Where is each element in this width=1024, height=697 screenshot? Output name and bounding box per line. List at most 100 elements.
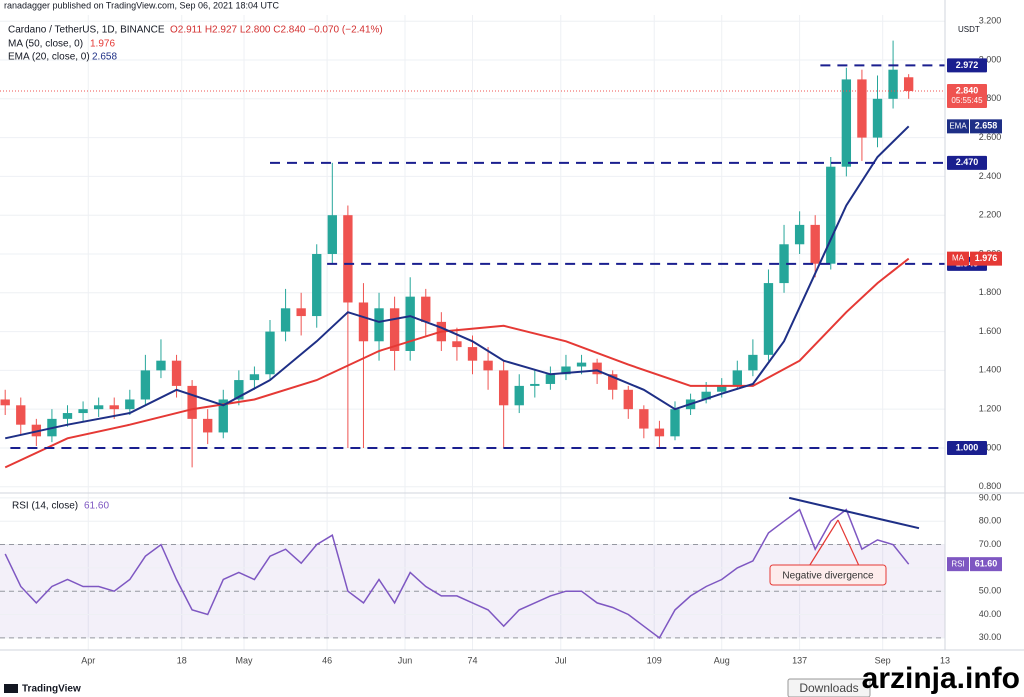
candle-body [421, 296, 431, 322]
rsi-flag: 61.60 [975, 559, 998, 569]
indicator-tag: MA [952, 254, 965, 263]
candle-body [888, 69, 898, 99]
symbol: Cardano / TetherUS, 1D, BINANCE [8, 25, 165, 36]
level-flag: 1.000 [956, 442, 979, 452]
candle-body [794, 224, 805, 245]
candle-body [249, 374, 260, 381]
downloads-button[interactable] [787, 678, 871, 697]
candle-body [16, 405, 26, 425]
y-tick-label: 70.00 [979, 539, 1002, 549]
y-tick-label: 1.800 [979, 287, 1002, 297]
trendline [788, 496, 920, 530]
candle-body [779, 244, 789, 284]
rsi-line [4, 508, 910, 640]
rsi-legend-value: 61.60 [84, 501, 109, 512]
candle-body [93, 405, 104, 410]
ema-legend: EMA (20, close, 0) [8, 52, 90, 63]
candle-body [265, 331, 275, 375]
candle-body [717, 385, 727, 392]
indicator-flag-bg [970, 119, 1002, 134]
byline: ranadagger published on TradingView.com,… [4, 0, 280, 10]
level-flag-bg [947, 155, 987, 170]
candle-body [841, 79, 852, 167]
candle-body [389, 308, 400, 351]
downloads-label[interactable]: Downloads [799, 681, 858, 695]
level-flag: 2.972 [956, 60, 979, 70]
candle-body [312, 253, 322, 317]
candle-body [623, 389, 633, 410]
candle-body [187, 385, 197, 419]
y-tick-label: 1.200 [979, 404, 1002, 414]
annotation-box [769, 564, 887, 586]
candle-body [296, 308, 306, 317]
level-flag-bg [947, 58, 987, 73]
y-tick-label: 1.000 [979, 442, 1002, 452]
candle-body [826, 166, 836, 264]
candle-body [592, 362, 602, 375]
candle-body [78, 409, 88, 414]
y-tick-label: 30.00 [979, 632, 1002, 642]
grid [0, 15, 946, 650]
rsi-flag-bg [970, 557, 1002, 572]
panes [0, 40, 945, 640]
indicator-tag-bg [947, 119, 969, 134]
candle-body [732, 370, 742, 386]
y-tick-label: 2.400 [979, 171, 1002, 181]
candle-body [701, 391, 711, 400]
x-tick-label: 18 [177, 655, 187, 665]
price-flag: 2.840 [956, 85, 979, 95]
y-tick-label: 2.800 [979, 93, 1002, 103]
watermark: arzinja.info [862, 662, 1020, 695]
x-tick-label: Sep [875, 655, 891, 665]
candle-body [576, 362, 587, 367]
ma-legend-value: 1.976 [90, 39, 115, 50]
y-tick-label: 2.200 [979, 210, 1002, 220]
candle-body [140, 370, 151, 400]
candle-body [903, 77, 914, 92]
candle-body [0, 399, 10, 406]
annotation-arrow [837, 519, 861, 569]
indicator-flag: 2.658 [975, 121, 998, 131]
x-tick-label: 109 [647, 655, 662, 665]
x-tick-label: Jun [398, 655, 413, 665]
countdown: 05:55:45 [951, 96, 983, 105]
y-tick-label: 0.800 [979, 481, 1002, 491]
candle-body [62, 413, 73, 419]
candle-body [452, 341, 462, 348]
x-tick-label: 13 [940, 655, 950, 665]
brand-logo [4, 684, 18, 693]
y-tick-label: 80.00 [979, 516, 1002, 526]
candle-body [857, 79, 867, 138]
x-tick-label: Aug [714, 655, 730, 665]
x-tick-label: Jul [555, 655, 567, 665]
y-tick-label: 2.600 [979, 132, 1002, 142]
y-tick-label: 1.400 [979, 365, 1002, 375]
rsi-legend: RSI (14, close) [12, 501, 78, 512]
rsi-tag-bg [947, 557, 969, 572]
candle-body [218, 399, 228, 433]
candle-body [374, 308, 384, 342]
y-tick-label: 1.600 [979, 326, 1002, 336]
y-tick-label: 50.00 [979, 586, 1002, 596]
candle-body [109, 405, 119, 410]
candle-body [561, 366, 571, 375]
rsi-tag: RSI [951, 559, 964, 568]
y-tick-label: 40.00 [979, 609, 1002, 619]
candle-body [810, 224, 820, 264]
indicator-tag: EMA [949, 121, 967, 130]
candle-body [405, 296, 415, 351]
candle-body [327, 215, 337, 254]
candle-body [483, 360, 493, 371]
level-flag: 2.470 [956, 157, 979, 167]
ohlc: O2.911 H2.927 L2.800 C2.840 −0.070 (−2.4… [170, 25, 383, 36]
indicator-flag: 1.976 [975, 253, 998, 263]
ema-legend-value: 2.658 [92, 52, 117, 63]
candle-body [545, 374, 556, 384]
candle-body [280, 308, 291, 332]
ma-legend: MA (50, close, 0) [8, 39, 83, 50]
x-tick-label: May [236, 655, 254, 665]
candle-body [171, 360, 182, 386]
y-tick-label: 3.200 [979, 16, 1002, 26]
indicator-flag-bg [970, 251, 1002, 266]
